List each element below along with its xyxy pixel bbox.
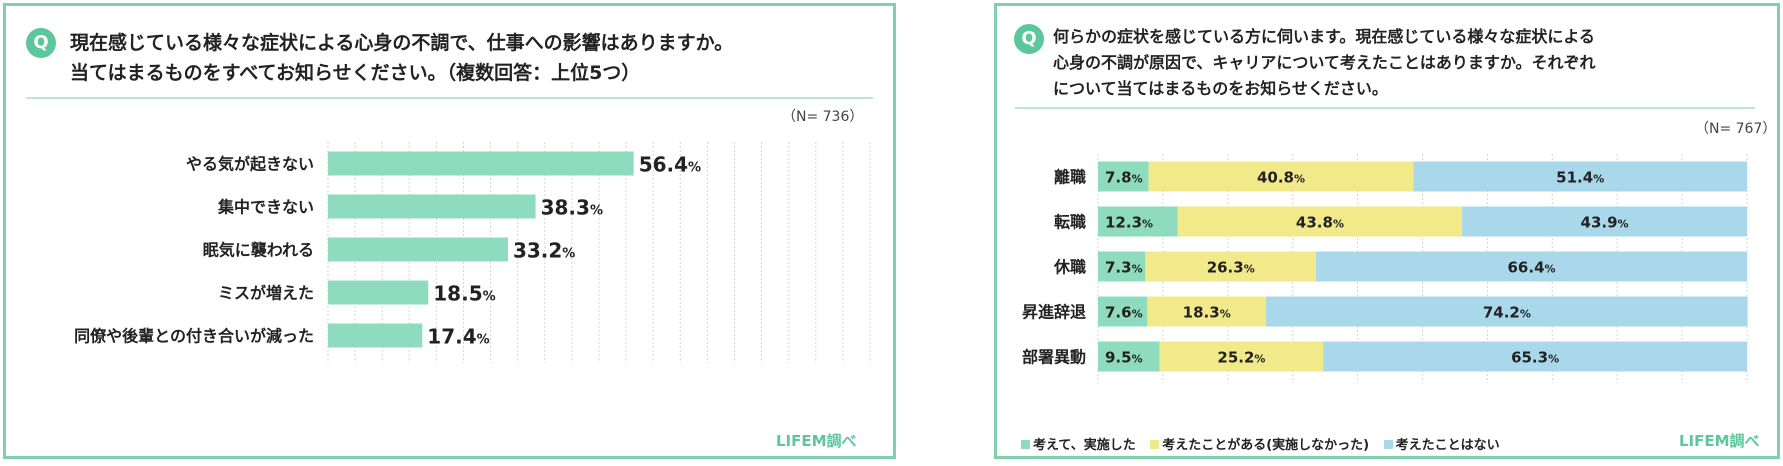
value-unit: % (1294, 173, 1305, 186)
bar-segment (1098, 296, 1148, 327)
question-line: について当てはまるものをお知らせください。 (1053, 79, 1388, 98)
divider (1015, 107, 1755, 109)
right-chart-panel: Q 何らかの症状を感じている方に伺います。現在感じている様々な症状による 心身の… (994, 3, 1780, 459)
bar-segment (1266, 296, 1748, 327)
value-label: 7.6% (1105, 304, 1143, 322)
value-unit: % (562, 247, 575, 262)
category-label: 離職 (1054, 168, 1086, 187)
bar-segment (1098, 161, 1149, 192)
value-unit: % (688, 161, 701, 176)
question-badge: Q (1014, 24, 1044, 54)
bar (328, 151, 634, 176)
value-unit: % (1142, 218, 1153, 231)
legend-item: 考えたことはない (1383, 434, 1500, 453)
question-line: 当てはまるものをすべてお知らせください。（複数回答：上位5つ） (70, 62, 641, 84)
category-label: 同僚や後輩との付き合いが減った (74, 327, 314, 346)
left-chart-panel: Q 現在感じている様々な症状による心身の不調で、仕事への影響はありますか。 当て… (3, 3, 896, 459)
bar-segment (1462, 206, 1747, 237)
source-credit: LIFEM調べ (1679, 432, 1760, 450)
value-label: 9.5% (1105, 349, 1143, 367)
value-unit: % (1618, 218, 1629, 231)
value-unit: % (1244, 263, 1255, 276)
value-label: 65.3% (1511, 349, 1559, 367)
category-label: 眠気に襲われる (203, 241, 314, 260)
value-label: 74.2% (1483, 304, 1531, 322)
bar (328, 323, 423, 348)
question-text: 現在感じている様々な症状による心身の不調で、仕事への影響はありますか。 当てはま… (70, 28, 733, 88)
legend-label: 考えたことはない (1395, 438, 1500, 453)
bar (328, 237, 508, 262)
value-label: 7.3% (1105, 259, 1143, 277)
value-unit: % (1520, 308, 1531, 321)
source-credit: LIFEM調べ (776, 432, 857, 450)
value-label: 26.3% (1207, 259, 1255, 277)
value-label: 33.2% (513, 239, 575, 263)
legend-label: 考えて、実施した (1033, 438, 1136, 453)
legend-item: 考えて、実施した (1021, 434, 1136, 453)
value-label: 12.3% (1105, 214, 1153, 232)
stacked-bar-chart: 離職 7.8% 40.8% 51.4% 転職 12.3% 43.8% 43.9% 休職 7.3% 2… (1022, 154, 1748, 383)
bar-segment (1413, 161, 1747, 192)
bar-chart: やる気が起きない 56.4% 集中できない 38.3% 眠気に襲われる 33.2% ミスが増… (74, 142, 871, 363)
bar-segment (1159, 341, 1324, 372)
value-label: 43.9% (1581, 214, 1629, 232)
bar-segment (1098, 206, 1178, 237)
legend-item: 考えたことがある(実施しなかった) (1150, 434, 1369, 453)
legend-label: 考えたことがある(実施しなかった) (1162, 438, 1370, 453)
value-label: 18.5% (433, 282, 495, 306)
question-line: 心身の不調が原因で、キャリアについて考えたことはありますか。それぞれ (1053, 53, 1596, 72)
bar-segment (1145, 251, 1317, 282)
value-label: 66.4% (1508, 259, 1556, 277)
legend-swatch (1150, 440, 1160, 449)
value-label: 40.8% (1257, 169, 1305, 187)
value-unit: % (1254, 353, 1265, 366)
question-line: 何らかの症状を感じている方に伺います。現在感じている様々な症状による (1053, 27, 1595, 46)
bar-segment (1147, 296, 1267, 327)
category-label: ミスが増えた (218, 284, 314, 303)
value-unit: % (1220, 308, 1231, 321)
category-label: 転職 (1054, 213, 1086, 232)
bar (328, 194, 536, 219)
chart-legend: 考えて、実施した 考えたことがある(実施しなかった) 考えたことはない (1021, 434, 1510, 453)
value-unit: % (1593, 173, 1604, 186)
category-label: やる気が起きない (186, 155, 314, 174)
value-label: 56.4% (639, 153, 701, 177)
value-unit: % (1548, 353, 1559, 366)
value-label: 38.3% (541, 196, 603, 220)
category-label: 休職 (1053, 258, 1086, 277)
question-line: 現在感じている様々な症状による心身の不調で、仕事への影響はありますか。 (70, 32, 734, 54)
category-label: 集中できない (217, 198, 314, 217)
legend-swatch (1021, 440, 1030, 449)
legend-swatch (1383, 440, 1393, 449)
sample-size-label: （N= 736） (782, 109, 864, 125)
value-unit: % (1545, 263, 1556, 276)
value-label: 51.4% (1556, 169, 1604, 187)
value-unit: % (483, 290, 496, 305)
bar-segment (1098, 251, 1146, 282)
sample-size-label: （N= 767） (1695, 121, 1777, 137)
category-label: 昇進辞退 (1022, 303, 1086, 322)
value-label: 25.2% (1217, 349, 1265, 367)
divider (26, 97, 873, 99)
value-unit: % (1132, 263, 1143, 276)
value-label: 43.8% (1296, 214, 1344, 232)
bar-segment (1098, 341, 1160, 372)
value-unit: % (1333, 218, 1344, 231)
value-unit: % (477, 333, 490, 348)
bar (328, 280, 429, 305)
bar-segment (1148, 161, 1414, 192)
value-unit: % (1132, 308, 1143, 321)
value-label: 18.3% (1183, 304, 1231, 322)
value-unit: % (1132, 173, 1143, 186)
bar-segment (1323, 341, 1747, 372)
bar-segment (1316, 251, 1747, 282)
value-label: 17.4% (427, 325, 489, 349)
category-label: 部署異動 (1022, 348, 1086, 367)
value-label: 7.8% (1105, 169, 1143, 187)
question-text: 何らかの症状を感じている方に伺います。現在感じている様々な症状による 心身の不調… (1053, 24, 1596, 102)
bar-segment (1177, 206, 1463, 237)
value-unit: % (590, 204, 603, 219)
question-badge: Q (26, 28, 56, 58)
value-unit: % (1132, 353, 1143, 366)
